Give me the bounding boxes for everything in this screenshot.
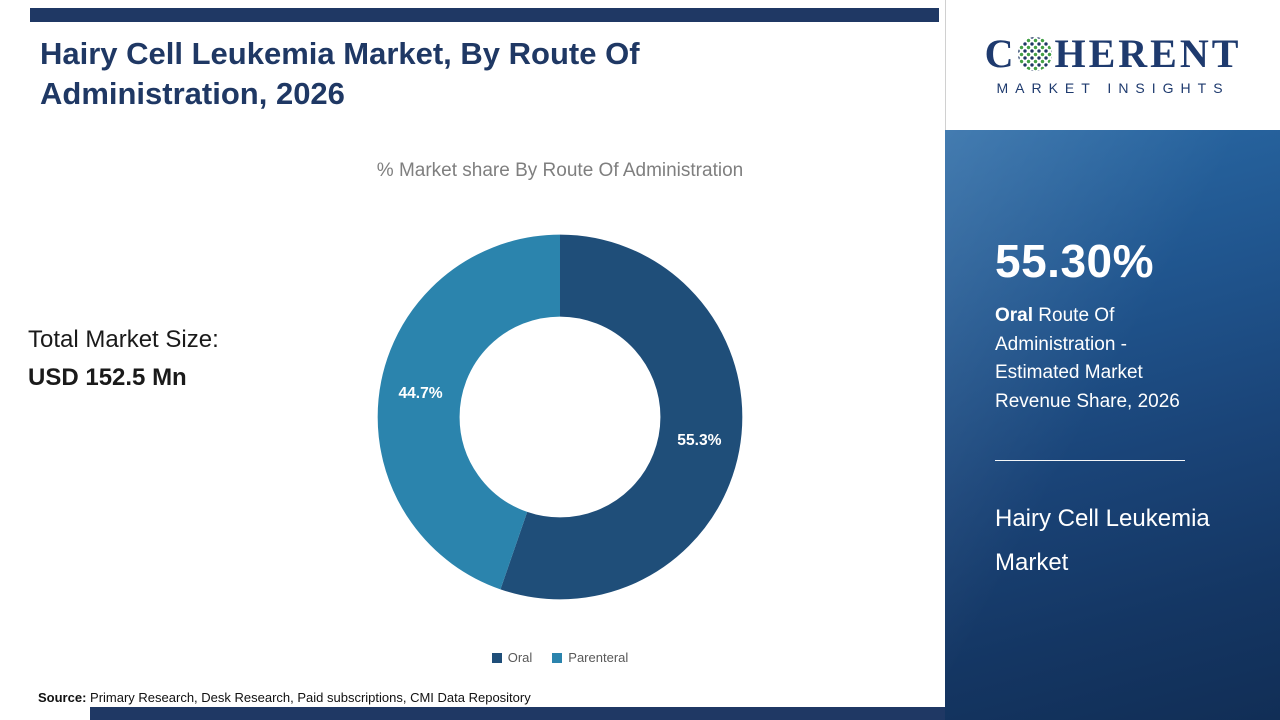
legend-swatch-parenteral (552, 652, 563, 663)
legend-swatch-oral (491, 652, 502, 663)
page-title: Hairy Cell Leukemia Market, By Route Of … (40, 36, 640, 112)
source-note: Source: Primary Research, Desk Research,… (38, 690, 531, 705)
donut-label-parenteral: 44.7% (398, 385, 442, 402)
chart-area: Hairy Cell Leukemia Market, By Route Of … (28, 8, 945, 720)
source-label: Source: (38, 690, 87, 705)
logo-letter-c: C (984, 31, 1017, 76)
highlight-stat-description: Oral Route Of Administration - Estimated… (995, 302, 1210, 416)
sidebar: C HERENT MARKET INSIGHTS 55.30% Oral Rou… (945, 0, 1280, 720)
top-accent-bar (30, 8, 939, 22)
highlight-panel: 55.30% Oral Route Of Administration - Es… (945, 130, 1280, 720)
bottom-accent-bar (90, 707, 945, 720)
legend-label-parenteral: Parenteral (568, 650, 629, 665)
coherent-logo: C HERENT (985, 34, 1242, 74)
legend-label-oral: Oral (507, 650, 533, 665)
market-name: Hairy Cell Leukemia Market (995, 505, 1210, 577)
logo-subtitle: MARKET INSIGHTS (996, 80, 1230, 96)
source-text: Primary Research, Desk Research, Paid su… (86, 690, 531, 705)
donut-label-oral: 55.3% (677, 432, 721, 449)
donut-segment-parenteral (377, 234, 743, 600)
chart-legend: Oral Parenteral (365, 650, 755, 665)
coherent-globe-icon (1018, 37, 1053, 71)
donut-chart-container: 55.3% 44.7% (365, 222, 755, 612)
highlight-stat-value: 55.30% (995, 235, 1155, 287)
highlight-stat-bold: Oral (995, 305, 1034, 326)
legend-item-parenteral: Parenteral (552, 650, 628, 665)
legend-item-oral: Oral (491, 650, 533, 665)
panel-divider (995, 460, 1185, 461)
chart-subtitle: % Market share By Route Of Administratio… (376, 160, 744, 181)
logo-area: C HERENT MARKET INSIGHTS (945, 0, 1280, 130)
total-market-size-value: USD 152.5 Mn (28, 364, 187, 391)
highlight-stat-rest: Route Of Administration - Estimated Mark… (995, 305, 1180, 412)
logo-letters-herent: HERENT (1054, 31, 1242, 76)
total-market-size: Total Market Size: USD 152.5 Mn (28, 326, 219, 392)
donut-chart: 55.3% 44.7% (377, 234, 743, 600)
total-market-size-label: Total Market Size: (28, 326, 219, 353)
